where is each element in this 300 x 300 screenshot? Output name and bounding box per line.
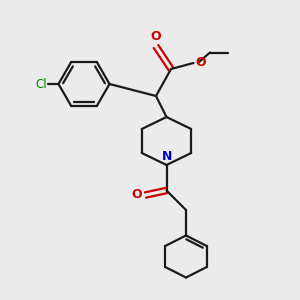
Text: N: N xyxy=(162,151,172,164)
Text: Cl: Cl xyxy=(35,77,47,91)
Text: O: O xyxy=(195,56,206,70)
Text: O: O xyxy=(151,30,161,43)
Text: O: O xyxy=(132,188,142,202)
